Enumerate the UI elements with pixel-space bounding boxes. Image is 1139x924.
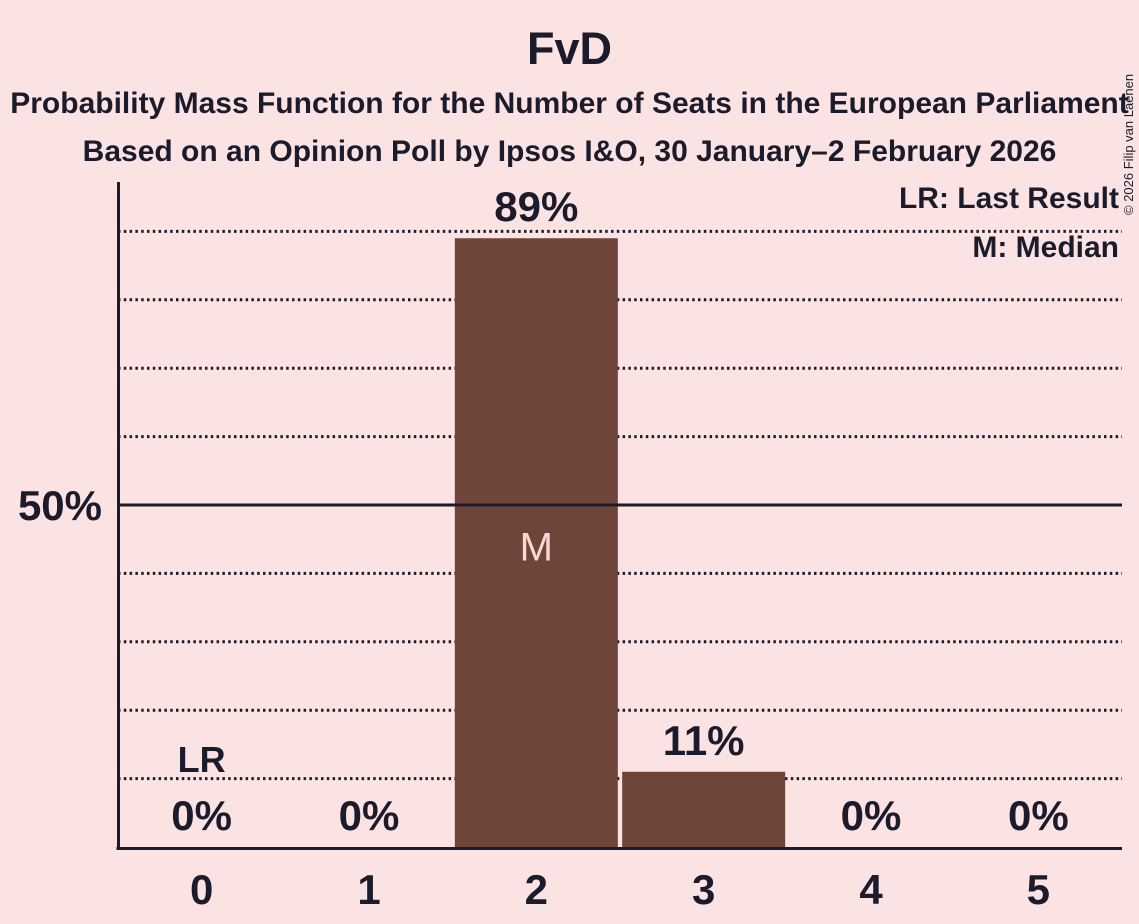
legend-last-result: LR: Last Result bbox=[898, 182, 1119, 215]
bar-seats-2 bbox=[454, 238, 618, 848]
chart-subtitle: Probability Mass Function for the Number… bbox=[10, 87, 1129, 120]
chart-poll-info: Based on an Opinion Poll by Ipsos I&O, 3… bbox=[82, 135, 1057, 168]
legend-median: M: Median bbox=[972, 231, 1119, 264]
y-axis-50-label: 50% bbox=[17, 482, 102, 529]
bar-seats-3 bbox=[622, 771, 786, 847]
chart-title: FvD bbox=[526, 23, 612, 74]
